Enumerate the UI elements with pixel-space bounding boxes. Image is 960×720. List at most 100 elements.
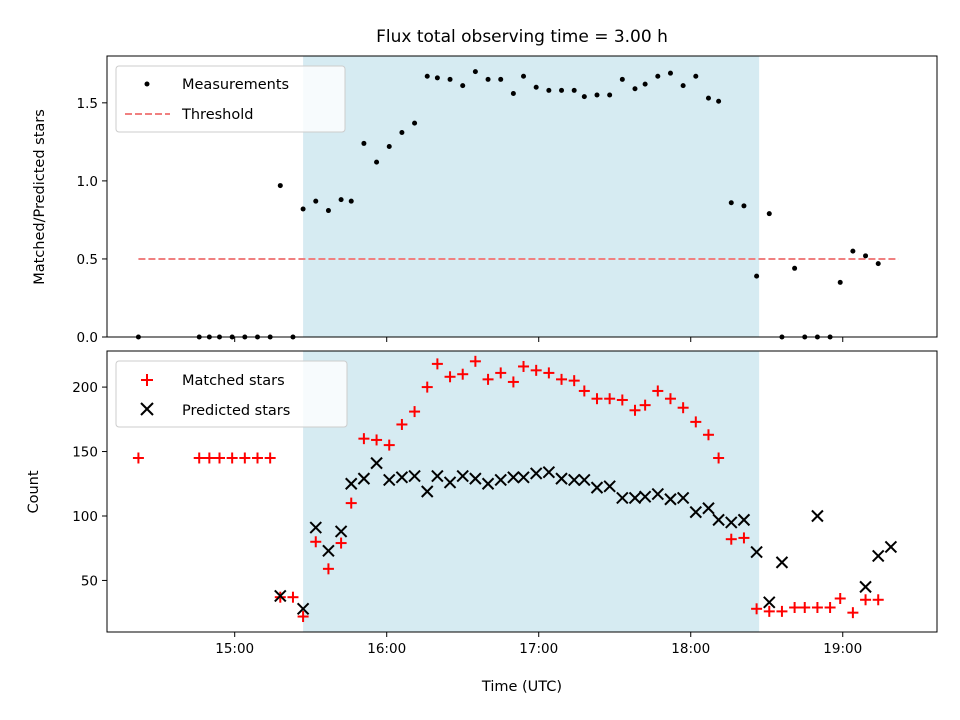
measurement-point bbox=[642, 81, 648, 87]
measurement-point bbox=[559, 87, 565, 93]
x-tick-label: 19:00 bbox=[823, 641, 862, 657]
measurement-point bbox=[460, 83, 466, 89]
measurement-point bbox=[693, 73, 699, 79]
predicted-star-point bbox=[689, 505, 703, 519]
matched-star-point bbox=[132, 452, 144, 464]
predicted-star-point bbox=[507, 471, 520, 484]
predicted-star-point bbox=[737, 513, 751, 527]
predicted-star-point bbox=[664, 493, 677, 506]
y-tick-label: 0.5 bbox=[77, 252, 98, 268]
predicted-star-point bbox=[859, 580, 872, 594]
matched-star-point bbox=[530, 364, 542, 376]
measurement-point bbox=[581, 94, 587, 100]
predicted-star-point bbox=[274, 589, 287, 603]
matched-star-point bbox=[763, 605, 775, 617]
matched-star-point bbox=[690, 416, 702, 428]
measurement-point bbox=[348, 198, 354, 204]
matched-star-point bbox=[860, 594, 872, 606]
measurement-point bbox=[875, 261, 881, 267]
matched-star-point bbox=[213, 452, 225, 464]
measurement-point bbox=[741, 203, 747, 209]
predicted-star-point bbox=[750, 545, 763, 559]
top-panel: 0.0 0.5 1.0 1.5 Matched/Predicted stars Mea… bbox=[32, 55, 938, 346]
matched-star-point bbox=[495, 367, 507, 379]
legend-matched-label: Matched stars bbox=[182, 373, 285, 389]
measurement-point bbox=[313, 198, 319, 204]
matched-star-point bbox=[811, 602, 823, 614]
matched-star-point bbox=[629, 404, 641, 416]
predicted-star-point bbox=[357, 472, 371, 485]
predicted-star-point bbox=[334, 525, 348, 538]
matched-star-point bbox=[591, 393, 603, 405]
matched-star-point bbox=[431, 358, 443, 370]
bottom-observation-span bbox=[303, 351, 760, 632]
measurement-point bbox=[655, 73, 661, 79]
predicted-star-point bbox=[872, 549, 885, 563]
predicted-star-point bbox=[578, 473, 591, 487]
predicted-star-point bbox=[555, 472, 568, 485]
measurement-point bbox=[766, 211, 772, 217]
measurement-point bbox=[374, 159, 380, 165]
predicted-star-point bbox=[456, 469, 469, 483]
predicted-star-point bbox=[763, 596, 776, 609]
matched-star-point bbox=[310, 536, 322, 548]
measurement-point bbox=[472, 69, 478, 75]
y-tick-label: 1.0 bbox=[77, 174, 98, 190]
matched-star-point bbox=[751, 603, 763, 615]
predicted-star-point bbox=[383, 473, 396, 487]
matched-star-point bbox=[239, 452, 251, 464]
predicted-star-point bbox=[431, 469, 444, 483]
y-tick-label: 100 bbox=[72, 509, 98, 525]
matched-star-point bbox=[518, 360, 530, 372]
matched-star-point bbox=[664, 393, 676, 405]
measurement-point bbox=[498, 76, 504, 82]
measurement-point bbox=[386, 144, 392, 150]
top-legend: Measurements Threshold bbox=[115, 65, 346, 133]
predicted-star-point bbox=[616, 491, 629, 505]
matched-star-point bbox=[652, 385, 664, 397]
measurement-point bbox=[325, 208, 331, 214]
predicted-star-point bbox=[775, 556, 789, 569]
matched-star-point bbox=[482, 373, 494, 385]
matched-star-point bbox=[193, 452, 205, 464]
predicted-star-point bbox=[370, 456, 383, 470]
matched-star-point bbox=[799, 602, 811, 614]
matched-star-point bbox=[226, 452, 238, 464]
matched-star-point bbox=[203, 452, 215, 464]
predicted-star-point bbox=[481, 477, 495, 490]
measurement-point bbox=[424, 73, 430, 79]
measurement-point bbox=[546, 87, 552, 93]
measurement-point bbox=[667, 70, 673, 76]
matched-star-point bbox=[776, 605, 788, 617]
matched-star-point bbox=[834, 592, 846, 604]
legend-measurements-marker bbox=[144, 81, 150, 87]
matched-star-point bbox=[371, 434, 383, 446]
measurement-point bbox=[412, 120, 418, 126]
matched-star-point bbox=[725, 533, 737, 545]
legend-threshold-label: Threshold bbox=[181, 107, 253, 123]
measurement-point bbox=[728, 200, 734, 206]
matched-star-point bbox=[616, 394, 628, 406]
measurement-point bbox=[521, 73, 527, 79]
measurement-point bbox=[447, 76, 453, 82]
predicted-star-point bbox=[725, 516, 738, 529]
measurement-point bbox=[850, 248, 856, 254]
top-observation-span bbox=[303, 56, 760, 337]
x-tick-label: 17:00 bbox=[519, 641, 558, 657]
measurement-point bbox=[619, 76, 625, 82]
matched-star-point bbox=[702, 429, 714, 441]
predicted-star-point bbox=[469, 472, 482, 485]
bottom-panel: 50 100 150 200 15:00 16:00 17:00 18:00 19:00 Co… bbox=[26, 350, 938, 695]
measurement-point bbox=[607, 92, 613, 98]
legend-predicted-label: Predicted stars bbox=[182, 403, 290, 419]
measurement-point bbox=[399, 129, 405, 135]
y-tick-label: 200 bbox=[72, 380, 98, 396]
predicted-star-point bbox=[676, 491, 690, 505]
measurement-point bbox=[510, 90, 516, 96]
top-axes-frame bbox=[106, 55, 938, 338]
matched-star-point bbox=[345, 497, 357, 509]
predicted-star-point bbox=[884, 540, 898, 554]
matched-star-point bbox=[713, 452, 725, 464]
predicted-star-point bbox=[296, 602, 310, 616]
